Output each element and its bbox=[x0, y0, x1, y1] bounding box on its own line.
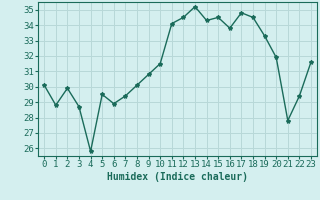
X-axis label: Humidex (Indice chaleur): Humidex (Indice chaleur) bbox=[107, 172, 248, 182]
